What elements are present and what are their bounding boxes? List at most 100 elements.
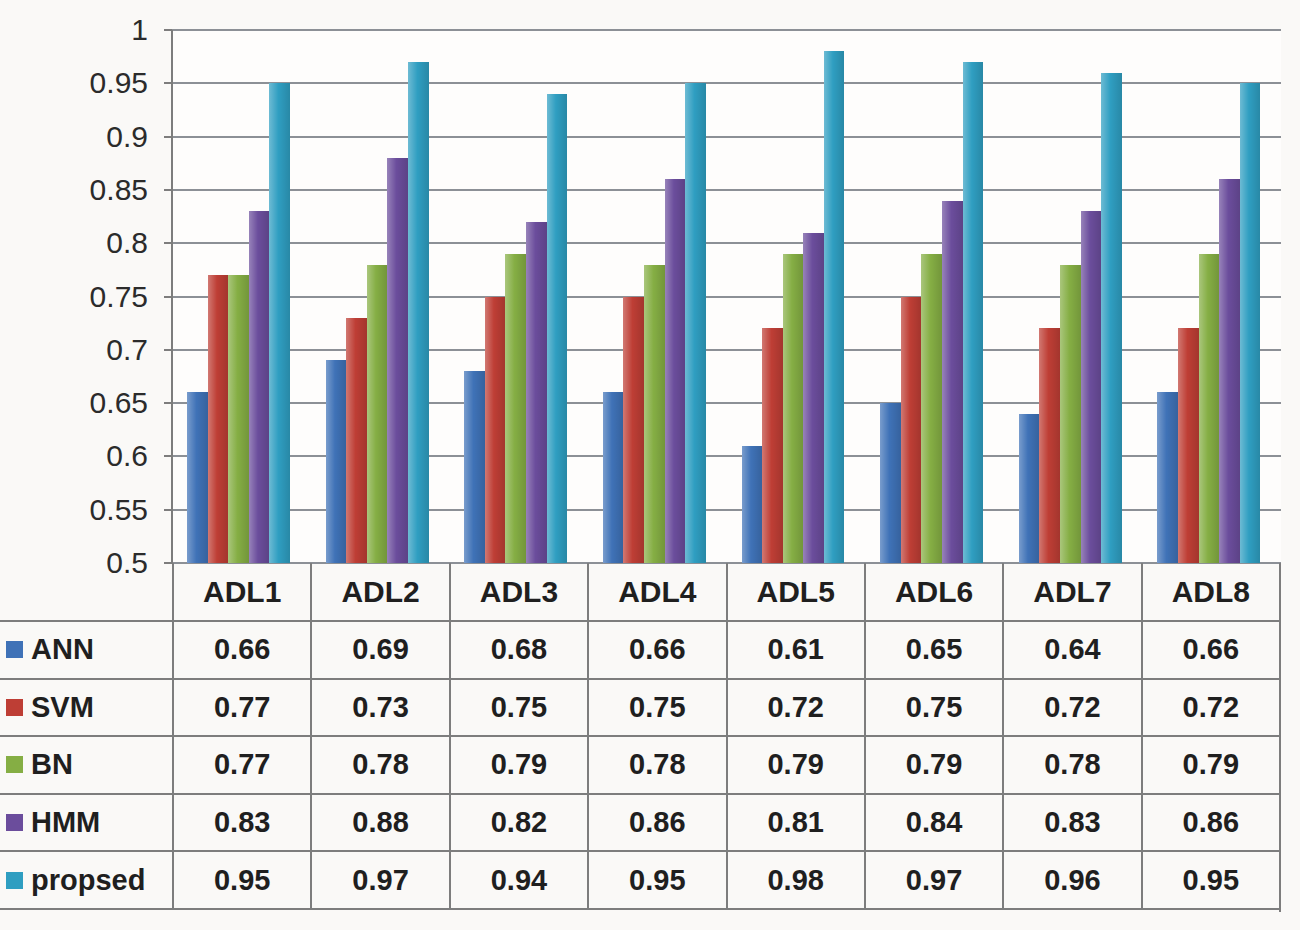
bar-HMM-ADL3 (526, 222, 547, 563)
column-header: ADL3 (449, 563, 587, 622)
table-value-cell: 0.65 (864, 622, 1002, 680)
table-value-cell: 0.86 (587, 795, 725, 853)
gridline (172, 29, 1281, 31)
bar-BN-ADL2 (367, 265, 388, 563)
bar-SVM-ADL2 (346, 318, 367, 563)
bar-SVM-ADL7 (1039, 328, 1060, 563)
bar-propsed-ADL8 (1240, 83, 1261, 563)
table-value-cell: 0.66 (1141, 622, 1279, 680)
bar-BN-ADL1 (228, 275, 249, 563)
column-header: ADL2 (310, 563, 448, 622)
table-value-cell: 0.95 (587, 852, 725, 910)
bar-BN-ADL6 (921, 254, 942, 563)
table-value-cell: 0.98 (726, 852, 864, 910)
table-value-cell: 0.66 (587, 622, 725, 680)
table-value-cell: 0.64 (1002, 622, 1140, 680)
table-value-cell: 0.77 (172, 680, 310, 738)
table-value-cell: 0.77 (172, 737, 310, 795)
bar-HMM-ADL7 (1081, 211, 1102, 563)
series-name: ANN (31, 633, 94, 666)
series-name: BN (31, 748, 73, 781)
table-value-cell: 0.97 (864, 852, 1002, 910)
table-value-cell: 0.75 (449, 680, 587, 738)
bar-ANN-ADL6 (880, 403, 901, 563)
table-value-cell: 0.72 (1002, 680, 1140, 738)
table-value-cell: 0.83 (1002, 795, 1140, 853)
table-value-cell: 0.78 (310, 737, 448, 795)
bar-propsed-ADL6 (963, 62, 984, 563)
bar-HMM-ADL5 (803, 233, 824, 563)
series-row-label: ANN (0, 622, 172, 680)
y-axis-tick-label: 1 (0, 14, 148, 46)
table-value-cell: 0.95 (1141, 852, 1279, 910)
legend-key-icon (6, 814, 23, 831)
table-value-cell: 0.79 (449, 737, 587, 795)
bar-HMM-ADL6 (942, 201, 963, 563)
column-header: ADL1 (172, 563, 310, 622)
bar-ANN-ADL1 (187, 392, 208, 563)
bar-BN-ADL7 (1060, 265, 1081, 563)
table-value-cell: 0.78 (1002, 737, 1140, 795)
table-value-cell: 0.97 (310, 852, 448, 910)
y-axis-tick-label: 0.7 (0, 334, 148, 366)
column-header: ADL4 (587, 563, 725, 622)
table-value-cell: 0.68 (449, 622, 587, 680)
bar-ANN-ADL2 (326, 360, 347, 563)
bar-chart-figure: 0.50.550.60.650.70.750.80.850.90.951 ADL… (0, 0, 1300, 930)
bar-BN-ADL3 (505, 254, 526, 563)
table-value-cell: 0.72 (726, 680, 864, 738)
table-value-cell: 0.79 (1141, 737, 1279, 795)
bar-ANN-ADL4 (603, 392, 624, 563)
series-name: HMM (31, 806, 100, 839)
y-axis-tick-label: 0.9 (0, 121, 148, 153)
y-axis-line (171, 30, 173, 563)
bar-ANN-ADL3 (464, 371, 485, 563)
bar-ANN-ADL7 (1019, 414, 1040, 563)
table-value-cell: 0.94 (449, 852, 587, 910)
bar-HMM-ADL2 (387, 158, 408, 563)
chart-data-table: ADL1ADL2ADL3ADL4ADL5ADL6ADL7ADL8ANN0.660… (0, 563, 1281, 912)
y-axis-tick-label: 0.8 (0, 227, 148, 259)
legend-key-icon (6, 641, 23, 658)
table-value-cell: 0.61 (726, 622, 864, 680)
table-value-cell: 0.66 (172, 622, 310, 680)
table-value-cell: 0.72 (1141, 680, 1279, 738)
y-axis-tick-label: 0.6 (0, 440, 148, 472)
table-value-cell: 0.86 (1141, 795, 1279, 853)
bar-HMM-ADL1 (249, 211, 270, 563)
table-value-cell: 0.81 (726, 795, 864, 853)
table-value-cell: 0.69 (310, 622, 448, 680)
table-value-cell: 0.78 (587, 737, 725, 795)
y-axis-tick-label: 0.85 (0, 174, 148, 206)
bar-propsed-ADL4 (685, 83, 706, 563)
bar-BN-ADL4 (644, 265, 665, 563)
column-header: ADL8 (1141, 563, 1279, 622)
series-name: SVM (31, 691, 94, 724)
table-value-cell: 0.82 (449, 795, 587, 853)
bar-HMM-ADL4 (665, 179, 686, 563)
table-value-cell: 0.96 (1002, 852, 1140, 910)
series-row-label: BN (0, 737, 172, 795)
series-row-label: propsed (0, 852, 172, 910)
table-value-cell: 0.95 (172, 852, 310, 910)
bar-ANN-ADL8 (1157, 392, 1178, 563)
y-axis-tick-label: 0.65 (0, 387, 148, 419)
bar-propsed-ADL1 (269, 83, 290, 563)
legend-key-icon (6, 756, 23, 773)
bar-ANN-ADL5 (742, 446, 763, 563)
table-value-cell: 0.75 (587, 680, 725, 738)
legend-key-icon (6, 872, 23, 889)
bar-SVM-ADL5 (762, 328, 783, 563)
legend-key-icon (6, 699, 23, 716)
bar-HMM-ADL8 (1219, 179, 1240, 563)
table-value-cell: 0.79 (864, 737, 1002, 795)
column-header: ADL7 (1002, 563, 1140, 622)
table-value-cell: 0.73 (310, 680, 448, 738)
table-value-cell: 0.84 (864, 795, 1002, 853)
series-row-label: HMM (0, 795, 172, 853)
y-axis-tick-label: 0.55 (0, 494, 148, 526)
bar-propsed-ADL7 (1101, 73, 1122, 563)
y-axis-tick-label: 0.75 (0, 281, 148, 313)
bar-BN-ADL5 (783, 254, 804, 563)
table-corner-cell (0, 563, 172, 622)
